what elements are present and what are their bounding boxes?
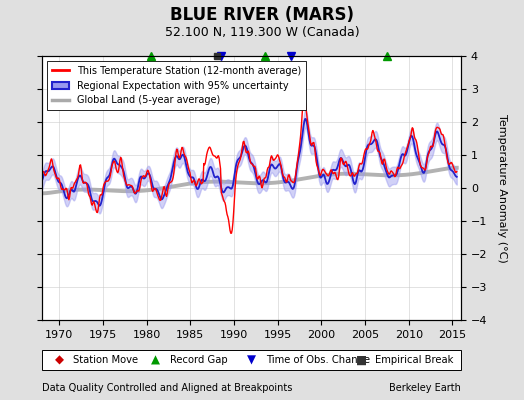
Text: ■: ■ [356,354,367,366]
Y-axis label: Temperature Anomaly (°C): Temperature Anomaly (°C) [497,114,507,262]
Text: 52.100 N, 119.300 W (Canada): 52.100 N, 119.300 W (Canada) [165,26,359,39]
Legend: This Temperature Station (12-month average), Regional Expectation with 95% uncer: This Temperature Station (12-month avera… [47,61,306,110]
Text: ▼: ▼ [247,354,256,366]
Text: Time of Obs. Change: Time of Obs. Change [266,355,370,365]
Text: Data Quality Controlled and Aligned at Breakpoints: Data Quality Controlled and Aligned at B… [42,383,292,393]
Text: Berkeley Earth: Berkeley Earth [389,383,461,393]
Text: ◆: ◆ [54,354,63,366]
Text: Station Move: Station Move [73,355,138,365]
Text: Empirical Break: Empirical Break [375,355,454,365]
Text: Record Gap: Record Gap [170,355,227,365]
FancyBboxPatch shape [42,350,461,370]
Text: BLUE RIVER (MARS): BLUE RIVER (MARS) [170,6,354,24]
Text: ▲: ▲ [151,354,160,366]
